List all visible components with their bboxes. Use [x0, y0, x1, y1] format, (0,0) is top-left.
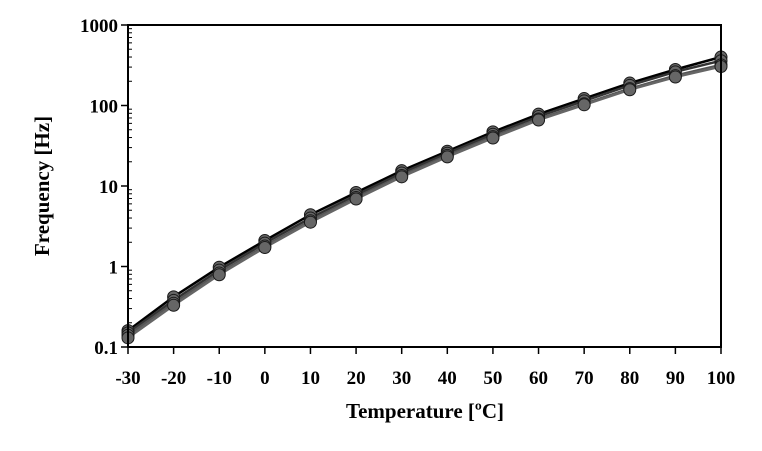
series-4-point: [212, 268, 226, 282]
x-tick-label: -20: [161, 368, 186, 389]
series-4-point: [349, 192, 363, 206]
series-4-point: [577, 98, 591, 112]
x-tick-label: 50: [483, 368, 502, 389]
x-tick-label: 60: [529, 368, 548, 389]
series-4-point: [395, 170, 409, 184]
series-layer: [121, 50, 728, 345]
series-line-4: [127, 65, 722, 339]
x-tick-label: -10: [207, 368, 232, 389]
y-tick-label: 1: [109, 258, 119, 279]
y-tick-label: 100: [90, 97, 119, 118]
y-tick-label: 1000: [80, 16, 118, 37]
x-tick-label: 90: [666, 368, 685, 389]
x-tick-label: 20: [347, 368, 366, 389]
ticks-layer: -30 -20 -10 0 10 20 30 40 50 60 70 80 90 100 0.1 1 10 100…: [80, 16, 735, 389]
x-tick-label: 30: [392, 368, 411, 389]
x-tick-label: 70: [575, 368, 594, 389]
x-tick-label: 0: [260, 368, 270, 389]
series-4-point: [486, 131, 500, 145]
x-tick-label: 80: [620, 368, 639, 389]
plot-frame: [127, 24, 722, 348]
series-line-3: [127, 63, 722, 337]
series-4-point: [303, 215, 317, 229]
series-4-point: [167, 298, 181, 312]
y-tick-label: 0.1: [94, 338, 118, 359]
x-tick-label: 100: [707, 368, 736, 389]
x-axis-title: Temperature [ºC]: [346, 399, 504, 423]
series-line-2: [127, 59, 722, 334]
y-axis-title: Frequency [Hz]: [30, 116, 54, 256]
series-4-point: [440, 150, 454, 164]
x-tick-label: -30: [115, 368, 140, 389]
series-4-point: [258, 241, 272, 255]
x-tick-label: 10: [301, 368, 320, 389]
y-tick-label: 10: [99, 177, 118, 198]
series-4-point: [532, 113, 546, 127]
series-4-point: [668, 70, 682, 84]
x-tick-label: 40: [438, 368, 457, 389]
series-line-1: [127, 55, 722, 332]
series-4-point: [623, 83, 637, 97]
